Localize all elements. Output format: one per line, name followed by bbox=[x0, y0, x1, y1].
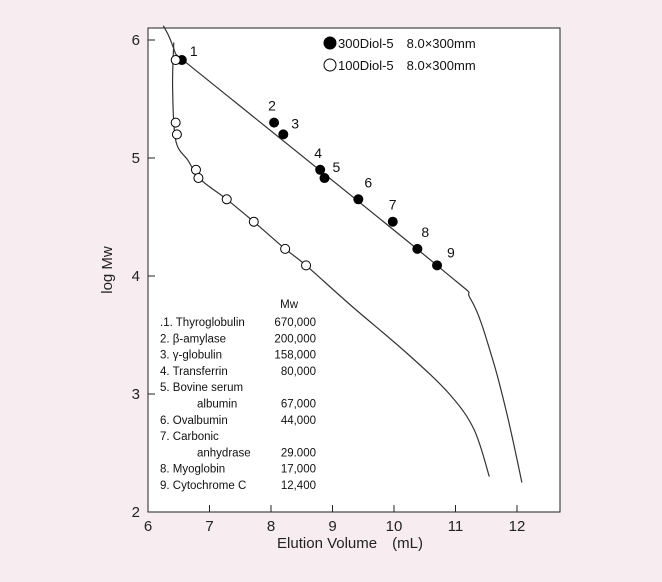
mw-table-name-10: 8. Myoglobin bbox=[160, 464, 225, 476]
x-tick-label-10: 10 bbox=[386, 518, 403, 535]
open-marker-9 bbox=[301, 260, 312, 271]
point-label-9: 9 bbox=[447, 244, 455, 260]
filled-marker-2 bbox=[269, 117, 280, 128]
x-axis-ticks: 6 7 8 9 10 11 12 bbox=[144, 505, 526, 535]
mw-table-value-9: 29.000 bbox=[281, 447, 316, 459]
legend-label-2: 100Diol-5 8.0×300mm bbox=[338, 58, 476, 73]
plot-frame bbox=[147, 27, 561, 513]
point-label-6: 6 bbox=[364, 174, 372, 190]
x-tick-label-11: 11 bbox=[448, 518, 464, 535]
mw-table-name-7: 6. Ovalbumin bbox=[160, 415, 228, 427]
mw-table-header: Mw bbox=[280, 299, 299, 311]
open-marker-7 bbox=[248, 216, 259, 227]
mw-table-name-3: 3. γ-globulin bbox=[160, 350, 222, 362]
filled-marker-8 bbox=[412, 243, 423, 254]
mw-table-value-7: 44,000 bbox=[281, 415, 316, 427]
mw-table-name-8: 7. Carbonic bbox=[160, 431, 219, 443]
x-tick-label-6: 6 bbox=[144, 518, 152, 535]
mw-table-value-3: 158,000 bbox=[274, 350, 316, 362]
open-marker-1 bbox=[170, 55, 181, 66]
y-tick-label-6: 6 bbox=[132, 32, 140, 49]
mw-table-name-9: anhydrase bbox=[197, 447, 251, 459]
mw-table: Mw .1. Thyroglobulin 670,000 2. β-amylase 20… bbox=[160, 299, 316, 492]
filled-marker-6 bbox=[353, 194, 364, 205]
point-label-2: 2 bbox=[268, 98, 276, 114]
point-label-5: 5 bbox=[333, 159, 341, 175]
open-marker-3 bbox=[171, 129, 182, 140]
filled-marker-4 bbox=[315, 164, 326, 175]
mw-table-value-4: 80,000 bbox=[281, 366, 316, 378]
filled-marker-5 bbox=[319, 173, 330, 184]
legend-marker-1 bbox=[323, 36, 337, 50]
point-label-1: 1 bbox=[190, 43, 198, 59]
y-axis-title: log Mw bbox=[99, 246, 116, 294]
point-label-8: 8 bbox=[421, 224, 429, 240]
mw-table-name-6: albumin bbox=[197, 399, 237, 411]
calibration-curve-1 bbox=[175, 53, 523, 483]
legend-label-1: 300Diol-5 8.0×300mm bbox=[338, 36, 476, 51]
mw-table-value-10: 17,000 bbox=[281, 464, 316, 476]
mw-table-name-4: 4. Transferrin bbox=[160, 366, 228, 378]
y-tick-label-4: 4 bbox=[132, 268, 140, 285]
x-tick-label-8: 8 bbox=[267, 518, 275, 535]
filled-marker-9 bbox=[432, 260, 443, 271]
mw-table-name-11: 9. Cytochrome C bbox=[160, 480, 246, 492]
markers bbox=[170, 55, 443, 271]
open-marker-6 bbox=[221, 194, 232, 205]
mw-table-name-2: 2. β-amylase bbox=[160, 333, 226, 345]
mw-table-value-6: 67,000 bbox=[281, 399, 316, 411]
mw-table-name-5: 5. Bovine serum bbox=[160, 382, 243, 394]
y-tick-label-5: 5 bbox=[132, 150, 140, 167]
mw-table-value-1: 670,000 bbox=[274, 317, 316, 329]
open-marker-5 bbox=[193, 173, 204, 184]
point-label-7: 7 bbox=[389, 197, 397, 213]
point-label-3: 3 bbox=[291, 115, 299, 131]
legend-marker-2 bbox=[323, 58, 337, 72]
curve-top-segment bbox=[162, 25, 177, 55]
open-marker-2 bbox=[170, 117, 181, 128]
filled-marker-3 bbox=[278, 129, 289, 140]
x-tick-label-9: 9 bbox=[328, 518, 336, 535]
mw-table-name-1: .1. Thyroglobulin bbox=[160, 317, 245, 329]
open-marker-8 bbox=[280, 243, 291, 254]
open-marker-4 bbox=[190, 164, 201, 175]
x-tick-label-12: 12 bbox=[509, 518, 526, 535]
y-tick-label-2: 2 bbox=[132, 504, 140, 521]
calibration-curve-2 bbox=[171, 42, 490, 477]
mw-table-value-11: 12,400 bbox=[281, 480, 316, 492]
filled-marker-7 bbox=[387, 216, 398, 227]
mw-table-value-2: 200,000 bbox=[274, 333, 316, 345]
x-axis-title: Elution Volume (mL) bbox=[277, 535, 423, 552]
legend: 300Diol-5 8.0×300mm 100Diol-5 8.0×300mm bbox=[323, 36, 476, 73]
curves bbox=[162, 25, 523, 483]
y-tick-label-3: 3 bbox=[132, 386, 140, 403]
y-axis-ticks: 2 3 4 5 6 bbox=[132, 32, 155, 521]
x-tick-label-7: 7 bbox=[205, 518, 213, 535]
point-label-4: 4 bbox=[314, 145, 322, 161]
